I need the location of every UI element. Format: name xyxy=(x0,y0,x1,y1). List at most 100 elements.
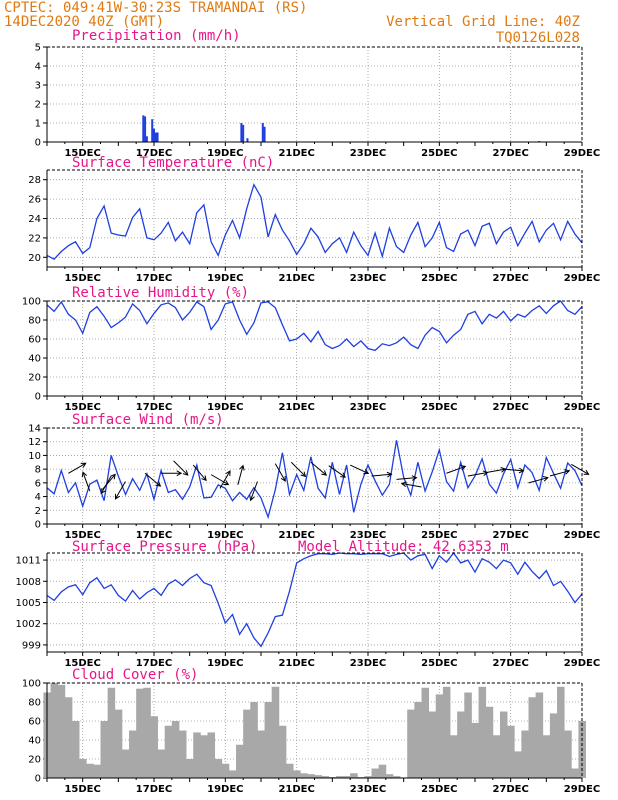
wind-vector-arrow xyxy=(219,470,231,489)
cloud-cover-xtick-label: 15DEC xyxy=(64,784,100,795)
wind-ytick-label: 2 xyxy=(35,506,41,517)
cloud-cover-bar xyxy=(207,732,216,778)
wind-xtick-label: 19DEC xyxy=(207,530,243,541)
wind-arrow-shaft xyxy=(549,470,570,477)
precipitation-bar xyxy=(144,116,147,142)
precipitation-ytick-label: 4 xyxy=(35,62,41,73)
pressure-title: Surface Pressure (hPa) xyxy=(72,539,257,555)
wind-arrow-head xyxy=(182,470,189,476)
cloud-cover-bar xyxy=(271,686,280,778)
wind-ytick-label: 4 xyxy=(35,492,41,503)
wind-vector-arrow xyxy=(549,469,571,477)
cloud-cover-panel: Cloud Cover (%) 0 20 40 60 80 100 15DEC 17DEC 19D… xyxy=(22,667,600,795)
cloud-cover-bar xyxy=(186,759,194,778)
temperature-xtick-label: 17DEC xyxy=(136,273,172,284)
cloud-cover-bar xyxy=(564,730,572,778)
wind-arrow-head xyxy=(201,475,207,482)
wind-xtick-label: 15DEC xyxy=(64,530,100,541)
wind-arrow-shaft xyxy=(68,462,86,474)
cloud-cover-bar xyxy=(114,709,123,778)
wind-arrow-shaft xyxy=(349,464,369,474)
cloud-cover-bar xyxy=(221,763,230,778)
pressure-ytick-label: 1002 xyxy=(16,619,41,630)
cloud-cover-bar xyxy=(100,721,109,778)
wind-arrow-shaft xyxy=(100,475,112,494)
wind-vector-arrow xyxy=(210,474,230,486)
wind-title: Surface Wind (m/s) xyxy=(72,412,224,428)
cloud-cover-xtick-label: 27DEC xyxy=(492,784,528,795)
cloud-cover-bar xyxy=(136,688,144,778)
wind-arrow-shaft xyxy=(528,477,548,484)
humidity-xtick-label: 23DEC xyxy=(350,402,386,413)
cloud-cover-bar xyxy=(243,709,251,778)
wind-arrow-head xyxy=(100,488,106,495)
wind-arrow-head xyxy=(239,464,245,471)
precipitation-ytick-label: 3 xyxy=(35,81,41,92)
wind-vector-arrow xyxy=(485,467,507,474)
wind-arrow-shaft xyxy=(82,472,91,492)
cloud-cover-bar xyxy=(314,775,323,778)
wind-arrow-shaft xyxy=(173,460,189,476)
wind-arrow-shaft xyxy=(503,468,524,472)
precipitation-bar xyxy=(263,126,266,142)
cloud-cover-bar xyxy=(257,730,265,778)
wind-arrow-head xyxy=(176,470,183,477)
wind-arrow-shaft xyxy=(237,465,244,486)
temperature-ytick-label: 24 xyxy=(28,214,41,225)
temperature-title: Surface Temperature (nC) xyxy=(72,155,274,171)
pressure-ytick-label: 999 xyxy=(22,640,41,651)
cloud-cover-bar xyxy=(350,773,358,778)
wind-ytick-label: 14 xyxy=(28,424,41,435)
precipitation-ytick-label: 2 xyxy=(35,100,41,111)
cloud-cover-xtick-label: 23DEC xyxy=(350,784,386,795)
cloud-cover-bar xyxy=(129,730,137,778)
humidity-ytick-label: 100 xyxy=(22,297,41,308)
temperature-xtick-label: 23DEC xyxy=(350,273,386,284)
precipitation-bar xyxy=(261,123,264,142)
pressure-ytick-label: 1011 xyxy=(16,556,41,567)
cloud-cover-bar xyxy=(535,692,544,778)
pressure-xtick-label: 19DEC xyxy=(207,658,243,669)
precipitation-bar xyxy=(151,119,154,142)
pressure-series-line xyxy=(46,551,583,648)
pressure-xtick-label: 27DEC xyxy=(492,658,528,669)
humidity-title: Relative Humidity (%) xyxy=(72,285,249,301)
cloud-cover-bar xyxy=(471,722,479,778)
wind-arrow-head xyxy=(460,465,467,471)
wind-arrow-head xyxy=(280,475,286,482)
cloud-cover-bar xyxy=(549,713,558,778)
cloud-cover-bar xyxy=(193,732,201,778)
wind-arrow-head xyxy=(386,471,393,478)
cloud-cover-bar xyxy=(407,709,415,778)
header-date: 14DEC2020 40Z (GMT) xyxy=(4,14,164,30)
cloud-cover-xtick-label: 29DEC xyxy=(564,784,600,795)
wind-arrow-shaft xyxy=(396,477,417,480)
temperature-xtick-label: 19DEC xyxy=(207,273,243,284)
humidity-panel: Relative Humidity (%) 0 20 40 60 80 100 15DEC 17… xyxy=(22,285,600,413)
wind-arrow-shaft xyxy=(571,463,589,475)
humidity-xtick-label: 25DEC xyxy=(421,402,457,413)
precipitation-xtick-label: 17DEC xyxy=(136,148,172,159)
wind-arrow-shaft xyxy=(219,470,231,489)
precipitation-bar xyxy=(246,138,249,142)
precipitation-ytick-label: 5 xyxy=(35,43,41,54)
wind-arrow-shaft xyxy=(401,483,422,488)
pressure-xtick-label: 25DEC xyxy=(421,658,457,669)
cloud-cover-bar xyxy=(521,730,529,778)
humidity-series-line xyxy=(46,300,583,352)
cloud-cover-bar xyxy=(107,687,116,778)
wind-arrow-head xyxy=(223,480,230,486)
wind-vector-arrow xyxy=(100,475,112,495)
cloud-cover-bar xyxy=(86,763,94,778)
temperature-xtick-label: 27DEC xyxy=(492,273,528,284)
cloud-cover-bar xyxy=(178,730,187,778)
humidity-xtick-label: 15DEC xyxy=(64,402,100,413)
wind-vector-arrow xyxy=(396,475,418,481)
cloud-cover-ytick-label: 100 xyxy=(22,679,41,690)
wind-ytick-label: 6 xyxy=(35,478,41,489)
cloud-cover-title: Cloud Cover (%) xyxy=(72,667,198,683)
wind-xtick-label: 17DEC xyxy=(136,530,172,541)
wind-vector-arrow xyxy=(249,481,258,502)
precipitation-bar xyxy=(145,136,148,142)
